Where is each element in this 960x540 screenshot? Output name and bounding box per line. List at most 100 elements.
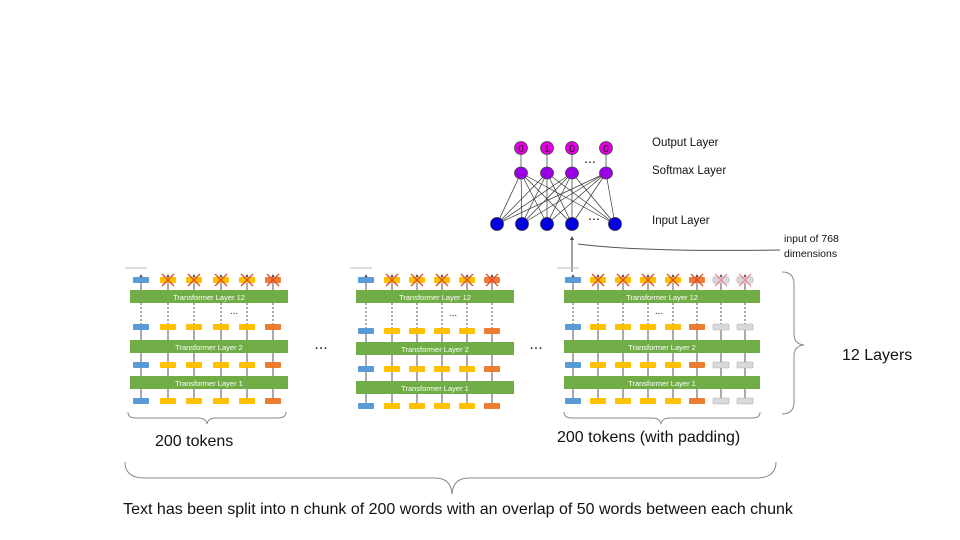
token-embedding (590, 362, 606, 368)
token-embedding (409, 366, 425, 372)
output-layer-label: Output Layer (652, 137, 719, 149)
layer-skip-dots: ... (655, 306, 663, 317)
token-embedding (239, 324, 255, 330)
head-connection (520, 172, 548, 225)
token-embedding (640, 324, 656, 330)
head-connection (520, 172, 573, 225)
transformer-layer-2-label: Transformer Layer 2 (175, 343, 243, 352)
diagram-caption: Text has been split into n chunk of 200 … (123, 501, 794, 518)
softmax-layer-nodes (514, 166, 613, 180)
token-embedding (640, 398, 656, 404)
transformer-layer-12-bar (356, 290, 514, 303)
transformer-chunks (125, 267, 754, 409)
transformer-layer-12-label: Transformer Layer 12 (626, 293, 698, 302)
head-connection (496, 172, 548, 225)
discard-cross-icon (616, 273, 630, 287)
input-dimensions-line2: dimensions (784, 248, 837, 260)
token-embedding (133, 398, 149, 404)
token-embedding (186, 362, 202, 368)
discard-cross-icon (385, 273, 399, 287)
token-embedding (434, 328, 450, 334)
token-embedding (459, 366, 475, 372)
transformer-layer-2-label: Transformer Layer 2 (401, 345, 469, 354)
output-value: 0 (569, 144, 575, 155)
head-connection (546, 172, 616, 225)
layer-skip-dots: ... (230, 306, 238, 317)
token-embedding (239, 362, 255, 368)
output-value: 1 (544, 144, 550, 155)
output-node (514, 141, 528, 155)
token-embedding (133, 362, 149, 368)
token-embedding (160, 362, 176, 368)
token-embedding (590, 324, 606, 330)
transformer-layer-1-label: Transformer Layer 1 (175, 379, 243, 388)
head-connection (571, 172, 616, 225)
token-embedding (736, 361, 754, 369)
head-connection (546, 172, 573, 225)
input-layer-label: Input Layer (652, 215, 710, 227)
head-connection (605, 172, 616, 225)
token-embedding (459, 403, 475, 409)
token-embedding (186, 324, 202, 330)
discard-cross-icon (641, 273, 655, 287)
transformer-layer-12-bar (564, 290, 760, 303)
transformer-layer-1-label: Transformer Layer 1 (628, 379, 696, 388)
input-node (515, 217, 529, 231)
overall-brace (124, 461, 777, 495)
token-embedding (213, 362, 229, 368)
token-embedding (615, 324, 631, 330)
softmax-layer-label: Softmax Layer (652, 165, 726, 177)
token-embedding (665, 362, 681, 368)
chunk-2-tokens (350, 267, 500, 409)
token-embedding (265, 398, 281, 404)
transformer-layer-1-label: Transformer Layer 1 (401, 384, 469, 393)
discard-cross-icon (690, 273, 704, 287)
transformer-layer-12-bar (130, 290, 288, 303)
token-embedding (358, 403, 374, 409)
transformer-layer-12-label: Transformer Layer 12 (173, 293, 245, 302)
token-embedding (484, 366, 500, 372)
head-connection (496, 172, 522, 225)
layers-brace (781, 271, 805, 415)
transformer-layer-1-bar (130, 376, 288, 389)
discard-cross-icon (214, 273, 228, 287)
chunk-2: Transformer Layer 12 Transformer Layer 2… (356, 290, 514, 394)
token-embedding (736, 323, 754, 331)
chunk-1-tokens-label: 200 tokens (155, 433, 233, 450)
discard-cross-icon (460, 273, 474, 287)
discard-cross-icon (666, 273, 680, 287)
between-chunks-ellipsis: ... (529, 336, 542, 353)
discard-cross-icon (410, 273, 424, 287)
input-dimensions-line1: input of 768 (784, 233, 839, 245)
token-embedding (615, 398, 631, 404)
token-embedding (565, 362, 581, 368)
transformer-layer-2-bar (356, 342, 514, 355)
transformer-layer-2-bar (130, 340, 288, 353)
output-value: 0 (518, 144, 524, 155)
softmax-node (599, 166, 613, 180)
token-embedding (213, 398, 229, 404)
chunk-3-brace (563, 411, 761, 425)
token-embedding (265, 362, 281, 368)
token-embedding (265, 324, 281, 330)
token-embedding (409, 328, 425, 334)
input-ellipsis: ... (588, 207, 600, 223)
output-node (540, 141, 554, 155)
discard-cross-icon (435, 273, 449, 287)
token-embedding (384, 328, 400, 334)
token-embedding (358, 328, 374, 334)
token-embedding (186, 398, 202, 404)
token-embedding (409, 403, 425, 409)
transformer-layer-2-bar (564, 340, 760, 353)
input-node (608, 217, 622, 231)
discard-cross-icon (591, 273, 605, 287)
token-embedding (689, 398, 705, 404)
softmax-node (565, 166, 579, 180)
token-embedding (689, 324, 705, 330)
token-embedding (160, 398, 176, 404)
discard-cross-icon (161, 273, 175, 287)
layer-skip-dots: ... (449, 308, 457, 319)
input-node (565, 217, 579, 231)
chunk-3-tokens-label: 200 tokens (with padding) (557, 429, 740, 446)
